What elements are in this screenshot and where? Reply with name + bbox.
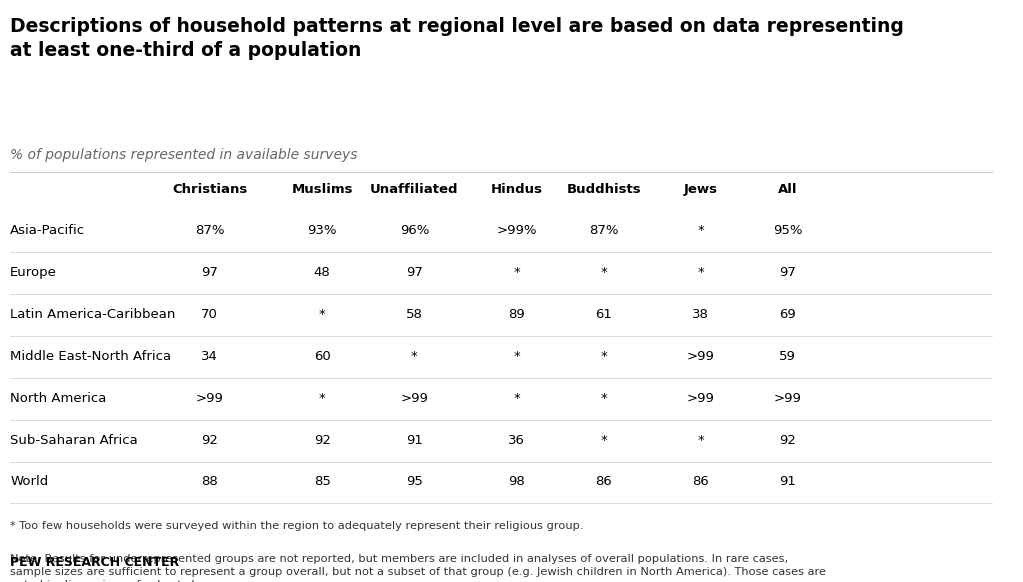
Text: Buddhists: Buddhists bbox=[567, 183, 640, 196]
Text: 70: 70 bbox=[202, 308, 218, 321]
Text: Descriptions of household patterns at regional level are based on data represent: Descriptions of household patterns at re… bbox=[10, 17, 904, 60]
Text: 91: 91 bbox=[406, 434, 422, 446]
Text: Asia-Pacific: Asia-Pacific bbox=[10, 224, 85, 237]
Text: *: * bbox=[698, 266, 704, 279]
Text: >99: >99 bbox=[686, 392, 715, 404]
Text: % of populations represented in available surveys: % of populations represented in availabl… bbox=[10, 148, 358, 162]
Text: *: * bbox=[601, 350, 607, 363]
Text: >99: >99 bbox=[400, 392, 429, 404]
Text: 86: 86 bbox=[693, 475, 709, 488]
Text: 60: 60 bbox=[314, 350, 330, 363]
Text: >99: >99 bbox=[773, 392, 802, 404]
Text: All: All bbox=[777, 183, 798, 196]
Text: 92: 92 bbox=[202, 434, 218, 446]
Text: *: * bbox=[514, 266, 520, 279]
Text: 98: 98 bbox=[508, 475, 525, 488]
Text: 87%: 87% bbox=[589, 224, 618, 237]
Text: 93%: 93% bbox=[308, 224, 337, 237]
Text: 92: 92 bbox=[314, 434, 330, 446]
Text: *: * bbox=[601, 266, 607, 279]
Text: *: * bbox=[601, 434, 607, 446]
Text: PEW RESEARCH CENTER: PEW RESEARCH CENTER bbox=[10, 556, 179, 569]
Text: *: * bbox=[698, 224, 704, 237]
Text: Note: Results for underrepresented groups are not reported, but members are incl: Note: Results for underrepresented group… bbox=[10, 554, 827, 582]
Text: Middle East-North Africa: Middle East-North Africa bbox=[10, 350, 172, 363]
Text: 87%: 87% bbox=[195, 224, 224, 237]
Text: 97: 97 bbox=[780, 266, 796, 279]
Text: 58: 58 bbox=[406, 308, 422, 321]
Text: Unaffiliated: Unaffiliated bbox=[370, 183, 458, 196]
Text: 86: 86 bbox=[595, 475, 612, 488]
Text: Europe: Europe bbox=[10, 266, 57, 279]
Text: *: * bbox=[319, 308, 325, 321]
Text: Latin America-Caribbean: Latin America-Caribbean bbox=[10, 308, 176, 321]
Text: *: * bbox=[411, 350, 417, 363]
Text: *: * bbox=[319, 392, 325, 404]
Text: 97: 97 bbox=[202, 266, 218, 279]
Text: * Too few households were surveyed within the region to adequately represent the: * Too few households were surveyed withi… bbox=[10, 521, 584, 531]
Text: World: World bbox=[10, 475, 48, 488]
Text: 69: 69 bbox=[780, 308, 796, 321]
Text: Jews: Jews bbox=[683, 183, 718, 196]
Text: Hindus: Hindus bbox=[491, 183, 542, 196]
Text: 92: 92 bbox=[780, 434, 796, 446]
Text: 59: 59 bbox=[780, 350, 796, 363]
Text: 96%: 96% bbox=[400, 224, 429, 237]
Text: North America: North America bbox=[10, 392, 106, 404]
Text: 61: 61 bbox=[595, 308, 612, 321]
Text: 34: 34 bbox=[202, 350, 218, 363]
Text: Sub-Saharan Africa: Sub-Saharan Africa bbox=[10, 434, 138, 446]
Text: Muslims: Muslims bbox=[292, 183, 353, 196]
Text: 89: 89 bbox=[508, 308, 525, 321]
Text: 95: 95 bbox=[406, 475, 422, 488]
Text: 38: 38 bbox=[693, 308, 709, 321]
Text: >99: >99 bbox=[195, 392, 224, 404]
Text: 85: 85 bbox=[314, 475, 330, 488]
Text: *: * bbox=[601, 392, 607, 404]
Text: 48: 48 bbox=[314, 266, 330, 279]
Text: 91: 91 bbox=[780, 475, 796, 488]
Text: 97: 97 bbox=[406, 266, 422, 279]
Text: *: * bbox=[514, 392, 520, 404]
Text: 88: 88 bbox=[202, 475, 218, 488]
Text: *: * bbox=[514, 350, 520, 363]
Text: >99: >99 bbox=[686, 350, 715, 363]
Text: 36: 36 bbox=[508, 434, 525, 446]
Text: *: * bbox=[698, 434, 704, 446]
Text: >99%: >99% bbox=[496, 224, 537, 237]
Text: Christians: Christians bbox=[172, 183, 248, 196]
Text: 95%: 95% bbox=[773, 224, 802, 237]
